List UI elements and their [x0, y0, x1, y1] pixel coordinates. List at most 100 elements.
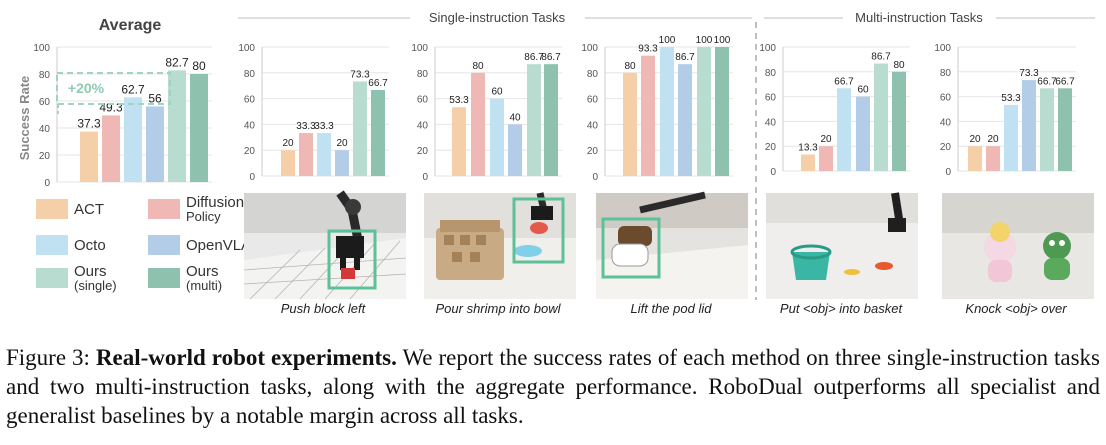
y-tick-label: 0: [945, 167, 951, 178]
photo-lift-pod-lid: [596, 191, 748, 299]
bar-openvla: [508, 124, 522, 176]
legend-label-octo: Octo: [74, 237, 106, 254]
data-label-ours-multi: 66.7: [368, 78, 388, 89]
improvement-annotation: +20%: [56, 72, 171, 114]
data-label-diffusion-policy: 20: [820, 134, 832, 145]
y-tick-label: 100: [934, 43, 951, 54]
bar-openvla: [678, 64, 692, 176]
y-tick-label: 40: [940, 117, 952, 128]
y-tick-label: 100: [238, 43, 255, 54]
y-tick-label: 20: [244, 146, 256, 157]
y-tick-label: 80: [244, 69, 256, 80]
figure-3: Single-instruction Tasks Multi-instructi…: [17, 10, 1095, 316]
y-tick-label: 40: [417, 120, 429, 131]
y-tick-label: 60: [765, 93, 777, 104]
legend-swatch-diffusion-policy: [148, 199, 180, 219]
legend-label-diffusion-policy: Diffusion: [186, 194, 244, 211]
caption-text: We report the success rates of each meth…: [6, 345, 1101, 428]
single-tasks-header: Single-instruction Tasks: [429, 10, 566, 25]
y-tick-label: 60: [417, 95, 429, 106]
average-title: Average: [99, 17, 162, 34]
data-label-octo: 66.7: [834, 76, 854, 87]
bar-diffusion-policy: [471, 72, 485, 176]
legend-label-diffusion-policy: Policy: [186, 209, 221, 224]
y-tick-label: 40: [587, 120, 599, 131]
bar-act: [452, 107, 466, 176]
legend-swatch-ours-multi: [148, 268, 180, 288]
bar-ours-single: [168, 70, 186, 182]
y-tick-label: 80: [940, 68, 952, 79]
data-label-act: 20: [969, 134, 981, 145]
data-label-octo: 60: [491, 87, 503, 98]
improvement-label: +20%: [68, 80, 105, 96]
improvement-label-bg: [60, 76, 112, 98]
bar-octo: [490, 98, 504, 176]
data-label-openvla: 86.7: [675, 52, 695, 63]
y-tick-label: 40: [244, 120, 256, 131]
data-label-act: 20: [282, 138, 294, 149]
data-label-ours-multi: 66.7: [1055, 76, 1075, 87]
photo-knock-obj-over: [942, 193, 1094, 299]
data-label-octo: 62.7: [121, 82, 145, 96]
data-label-act: 53.3: [449, 95, 469, 106]
data-label-diffusion-policy: 20: [987, 134, 999, 145]
y-tick-label: 0: [592, 172, 598, 183]
y-tick-label: 0: [44, 178, 50, 189]
y-tick-label: 20: [587, 146, 599, 157]
data-label-diffusion-policy: 49.3: [99, 100, 123, 114]
bar-octo: [837, 88, 851, 171]
task-label-put-obj-basket: Put <obj> into basket: [780, 301, 904, 316]
y-tick-label: 100: [581, 43, 598, 54]
bar-act: [968, 146, 982, 171]
bar-octo: [660, 47, 674, 176]
improvement-box: [56, 72, 171, 105]
y-tick-label: 60: [940, 93, 952, 104]
data-label-octo: 53.3: [1001, 93, 1021, 104]
data-label-act: 37.3: [77, 117, 101, 131]
multi-tasks-header: Multi-instruction Tasks: [855, 10, 983, 25]
legend-swatch-openvla: [148, 235, 180, 255]
y-tick-label: 60: [39, 97, 51, 108]
y-tick-label: 80: [587, 69, 599, 80]
task-label-push-block-left: Push block left: [281, 301, 367, 316]
data-label-diffusion-policy: 33.3: [296, 121, 316, 132]
data-label-act: 80: [624, 61, 636, 72]
bar-ours-multi: [371, 89, 385, 176]
bar-openvla: [856, 96, 870, 171]
y-tick-label: 0: [770, 167, 776, 178]
y-tick-label: 20: [39, 151, 51, 162]
bar-ours-single: [353, 81, 367, 176]
data-label-openvla: 73.3: [1019, 68, 1039, 79]
legend-label-act: ACT: [74, 201, 104, 218]
data-label-ours-multi: 100: [714, 35, 731, 46]
bar-ours-multi: [544, 64, 558, 176]
legend-label-ours-single: Ours: [74, 263, 107, 280]
bar-octo: [124, 97, 142, 182]
bar-act: [281, 150, 295, 176]
legend-label-ours-multi: Ours: [186, 263, 219, 280]
y-tick-label: 20: [765, 142, 777, 153]
data-label-diffusion-policy: 80: [472, 61, 484, 72]
y-tick-label: 0: [249, 172, 255, 183]
data-label-openvla: 40: [509, 112, 521, 123]
photo-put-obj-basket: [766, 192, 918, 299]
legend-label-ours-multi: (multi): [186, 278, 222, 293]
y-tick-label: 80: [39, 70, 51, 81]
legend-label-openvla: OpenVLA: [186, 237, 251, 254]
photo-push-block-left: [243, 190, 407, 300]
bar-openvla: [146, 106, 164, 182]
bar-ours-single: [1040, 88, 1054, 171]
y-tick-label: 0: [422, 172, 428, 183]
bar-octo: [1004, 104, 1018, 171]
legend-swatch-octo: [36, 235, 68, 255]
y-tick-label: 20: [940, 142, 952, 153]
data-label-ours-single: 82.7: [165, 55, 189, 69]
data-label-openvla: 20: [336, 138, 348, 149]
y-tick-label: 60: [587, 95, 599, 106]
bar-diffusion-policy: [986, 146, 1000, 171]
